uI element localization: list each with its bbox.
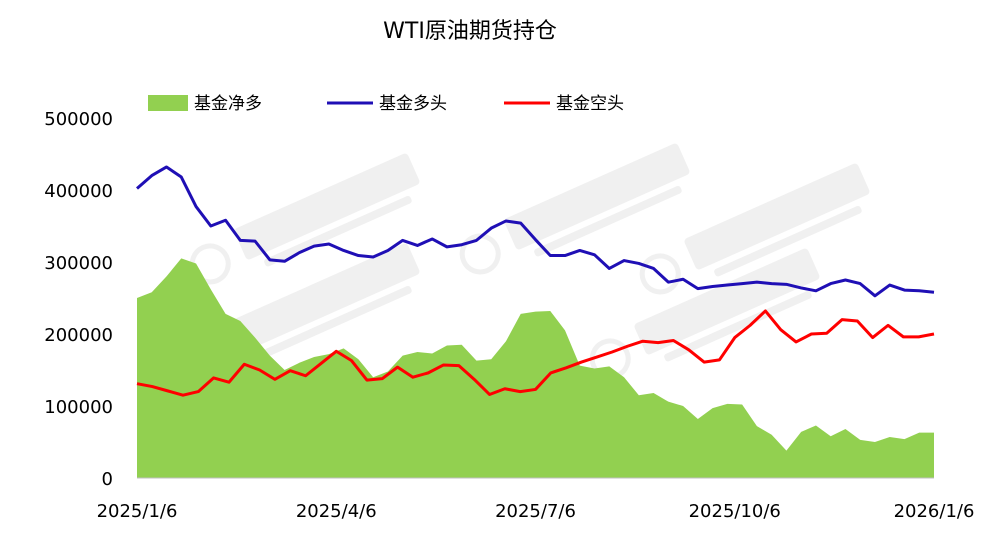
x-tick-label: 2025/4/6 [296,501,377,522]
y-tick-label: 100000 [44,397,113,418]
legend-item: 基金多头 [327,94,447,114]
plot-area [136,165,935,478]
legend-label: 基金空头 [556,94,624,114]
series-line-short [136,309,935,397]
y-tick-label: 0 [102,469,113,490]
axes: 0 100000 200000 300000 400000 500000 2025/1/6 2… [44,109,974,522]
legend-item: 基金空头 [504,94,624,114]
y-tick-label: 500000 [44,109,113,130]
legend-label: 基金净多 [194,94,262,114]
y-tick-label: 400000 [44,181,113,202]
x-tick-label: 2026/1/6 [894,501,975,522]
x-tick-label: 2025/7/6 [495,501,576,522]
series-line-long [136,165,935,298]
y-tick-label: 200000 [44,325,113,346]
series-area-net-long [137,258,934,478]
legend-item: 基金净多 [148,94,262,114]
y-tick-label: 300000 [44,253,113,274]
chart-title: WTI原油期货持仓 [383,19,557,44]
legend-label: 基金多头 [379,94,447,114]
x-tick-label: 2025/10/6 [689,501,781,522]
legend: 基金净多 基金多头 基金空头 [148,94,624,114]
legend-swatch [148,95,188,111]
watermark [189,143,870,380]
x-tick-label: 2025/1/6 [97,501,178,522]
